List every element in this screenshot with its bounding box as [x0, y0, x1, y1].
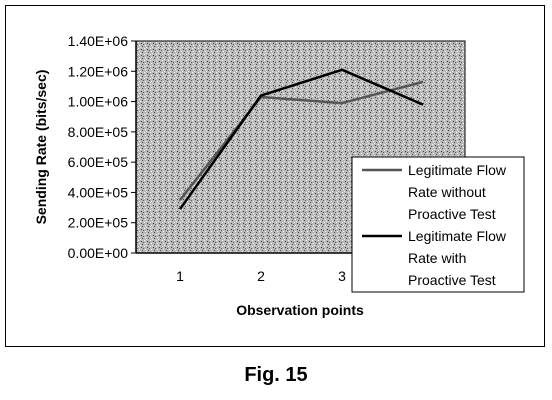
- x-axis-title: Observation points: [236, 302, 364, 318]
- x-tick-label: 2: [257, 268, 265, 284]
- figure-caption: Fig. 15: [244, 364, 308, 386]
- y-tick-label: 4.00E+05: [68, 184, 129, 200]
- legend-label-1: Rate without: [408, 184, 486, 200]
- y-tick-label: 1.20E+06: [68, 63, 129, 79]
- y-tick-label: 1.40E+06: [68, 33, 129, 49]
- y-tick-label: 8.00E+05: [68, 124, 129, 140]
- y-tick-label: 1.00E+06: [68, 94, 129, 110]
- series-line-1: [179, 80, 424, 201]
- y-tick-label: 0.00E+00: [68, 245, 129, 261]
- legend-label-1: Proactive Test: [408, 206, 496, 222]
- figure-frame: [5, 5, 545, 347]
- x-tick-label: 3: [338, 268, 346, 284]
- y-axis-title: Sending Rate (bits/sec): [33, 70, 49, 225]
- y-tick-label: 2.00E+05: [68, 215, 129, 231]
- legend: Legitimate Flow Rate without Proactive Tes…: [351, 156, 525, 293]
- legend-label-2: Proactive Test: [408, 272, 496, 288]
- legend-box: [351, 156, 525, 293]
- y-tick-label: 6.00E+05: [68, 154, 129, 170]
- series-line-2: [178, 68, 424, 210]
- x-tick-label: 1: [176, 268, 184, 284]
- legend-label-1: Legitimate Flow: [408, 162, 507, 178]
- legend-label-2: Rate with: [408, 250, 466, 266]
- legend-label-2: Legitimate Flow: [408, 228, 507, 244]
